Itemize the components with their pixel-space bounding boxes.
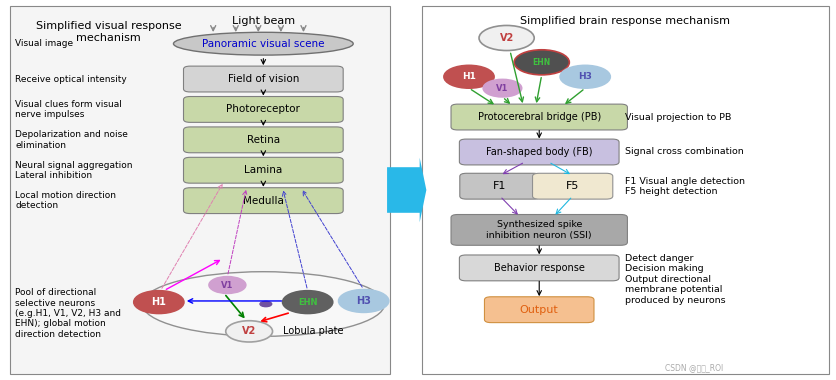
FancyBboxPatch shape <box>460 139 619 165</box>
Text: Signal cross combination: Signal cross combination <box>625 147 744 157</box>
Text: EHN: EHN <box>533 58 551 67</box>
Text: Visual clues form visual
nerve impulses: Visual clues form visual nerve impulses <box>15 100 122 119</box>
Text: Lobula plate: Lobula plate <box>283 326 344 336</box>
FancyBboxPatch shape <box>10 6 390 374</box>
FancyBboxPatch shape <box>184 66 343 92</box>
Text: Visual projection to PB: Visual projection to PB <box>625 112 732 122</box>
Text: Lamina: Lamina <box>244 165 283 175</box>
Text: CSDN @知新_ROI: CSDN @知新_ROI <box>665 363 723 372</box>
Ellipse shape <box>173 32 353 55</box>
FancyBboxPatch shape <box>451 214 627 245</box>
Text: Detect danger
Decision making
Output directional
membrane potential
produced by : Detect danger Decision making Output dir… <box>625 254 726 305</box>
Text: H1: H1 <box>462 72 476 81</box>
FancyBboxPatch shape <box>184 127 343 153</box>
Circle shape <box>483 79 522 97</box>
Text: V1: V1 <box>497 84 508 93</box>
Circle shape <box>479 25 534 51</box>
Circle shape <box>283 291 333 313</box>
Text: Local motion direction
detection: Local motion direction detection <box>15 191 116 211</box>
Text: Field of vision: Field of vision <box>227 74 299 84</box>
Text: Depolarization and noise
elimination: Depolarization and noise elimination <box>15 130 128 150</box>
Text: Simplified brain response mechanism: Simplified brain response mechanism <box>520 16 731 26</box>
Text: F1 Visual angle detection
F5 height detection: F1 Visual angle detection F5 height dete… <box>625 176 746 196</box>
Text: V2: V2 <box>499 33 514 43</box>
Text: Pool of directional
selective neurons
(e.g.H1, V1, V2, H3 and
EHN); global motio: Pool of directional selective neurons (e… <box>15 288 121 339</box>
FancyBboxPatch shape <box>460 173 540 199</box>
Ellipse shape <box>142 272 385 336</box>
Circle shape <box>260 301 272 307</box>
FancyBboxPatch shape <box>460 255 619 281</box>
Circle shape <box>226 321 273 342</box>
FancyBboxPatch shape <box>451 104 627 130</box>
Text: H3: H3 <box>356 296 371 306</box>
Text: Fan-shaped body (FB): Fan-shaped body (FB) <box>486 147 593 157</box>
Text: Behavior response: Behavior response <box>494 263 584 273</box>
FancyBboxPatch shape <box>422 6 829 374</box>
FancyBboxPatch shape <box>533 173 613 199</box>
Text: Synthesized spike
inhibition neuron (SSI): Synthesized spike inhibition neuron (SSI… <box>487 220 592 240</box>
Text: F1: F1 <box>493 181 507 191</box>
Text: Protocerebral bridge (PB): Protocerebral bridge (PB) <box>477 112 601 122</box>
Text: EHN: EHN <box>298 298 318 307</box>
FancyBboxPatch shape <box>184 97 343 122</box>
Text: Receive optical intensity: Receive optical intensity <box>15 74 127 84</box>
FancyBboxPatch shape <box>485 297 594 323</box>
Circle shape <box>209 277 246 293</box>
Circle shape <box>560 65 610 88</box>
Circle shape <box>514 50 569 75</box>
FancyBboxPatch shape <box>184 157 343 183</box>
Text: H1: H1 <box>151 297 166 307</box>
Text: Medulla: Medulla <box>243 196 283 206</box>
Text: V1: V1 <box>222 280 233 290</box>
Text: Retina: Retina <box>247 135 280 145</box>
Text: Photoreceptor: Photoreceptor <box>227 105 300 114</box>
Polygon shape <box>387 158 426 222</box>
Text: V2: V2 <box>242 326 257 336</box>
Text: Neural signal aggregation
Lateral inhibition: Neural signal aggregation Lateral inhibi… <box>15 160 133 180</box>
FancyBboxPatch shape <box>184 188 343 214</box>
Text: H3: H3 <box>579 72 592 81</box>
Circle shape <box>444 65 494 88</box>
Text: Output: Output <box>520 305 558 315</box>
Text: Visual image: Visual image <box>15 39 74 48</box>
Text: F5: F5 <box>566 181 579 191</box>
Text: Light beam: Light beam <box>232 16 295 26</box>
Text: Panoramic visual scene: Panoramic visual scene <box>202 39 324 49</box>
Text: Simplified visual response
mechanism: Simplified visual response mechanism <box>36 21 181 43</box>
Circle shape <box>339 290 389 312</box>
Circle shape <box>134 291 184 313</box>
